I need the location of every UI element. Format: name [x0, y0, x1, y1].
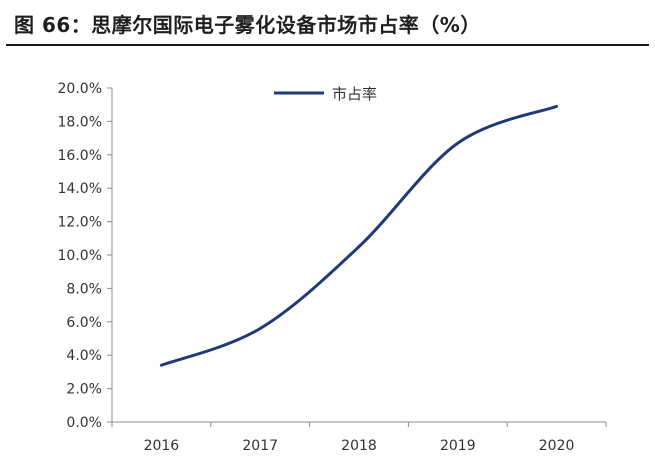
x-tick-label: 2017 — [242, 438, 278, 454]
y-tick-label: 12.0% — [58, 215, 102, 231]
y-tick-label: 10.0% — [58, 248, 102, 264]
y-tick-label: 18.0% — [58, 114, 102, 130]
y-tick-label: 8.0% — [66, 281, 102, 297]
x-tick-label: 2020 — [539, 438, 575, 454]
x-tick-label: 2016 — [144, 438, 180, 454]
series-line-0 — [159, 104, 559, 367]
y-tick-label: 14.0% — [58, 181, 102, 197]
legend-label: 市占率 — [332, 85, 377, 103]
title-row: 图 66：思摩尔国际电子雾化设备市场市占率（%） — [0, 0, 655, 46]
title-divider — [6, 44, 649, 46]
x-tick-label: 2018 — [341, 438, 377, 454]
y-tick-label: 2.0% — [66, 382, 102, 398]
y-tick-label: 6.0% — [66, 315, 102, 331]
y-tick-label: 20.0% — [58, 81, 102, 97]
x-tick-label: 2019 — [440, 438, 476, 454]
y-tick-label: 4.0% — [66, 348, 102, 364]
y-tick-label: 16.0% — [58, 148, 102, 164]
y-tick-label: 0.0% — [66, 415, 102, 431]
figure-title: 图 66：思摩尔国际电子雾化设备市场市占率（%） — [14, 13, 481, 37]
